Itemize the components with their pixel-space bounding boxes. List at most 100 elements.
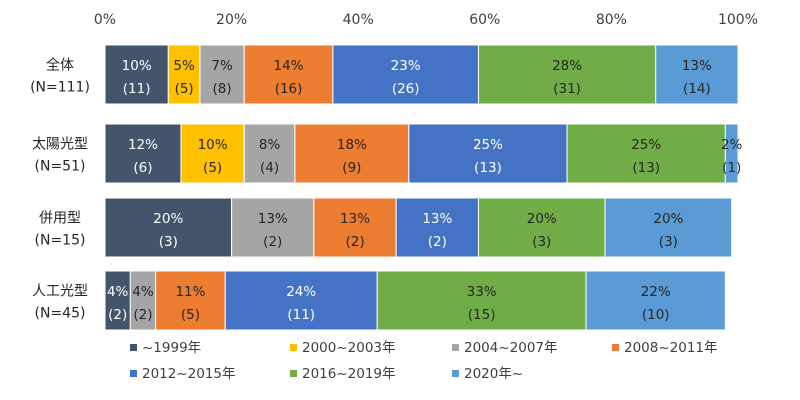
legend-swatch: [290, 344, 297, 351]
data-label-percent: 14%: [274, 58, 304, 74]
data-label-percent: 13%: [340, 211, 370, 227]
data-label-count: (2): [108, 307, 127, 323]
data-label-percent: 24%: [286, 284, 316, 300]
bar-segment: [243, 44, 334, 105]
bar-segment: [477, 44, 657, 105]
bar-segment: [180, 123, 245, 184]
x-tick-label: 40%: [343, 12, 374, 28]
legend-label: 2016~2019年: [302, 366, 396, 382]
data-label-percent: 4%: [132, 284, 154, 300]
legend-swatch: [612, 344, 619, 351]
bar-segment: [313, 197, 397, 258]
data-label-count: (13): [632, 160, 660, 176]
bar-segment: [724, 123, 739, 184]
data-label-count: (5): [175, 81, 194, 97]
data-label-percent: 8%: [259, 137, 281, 153]
data-label-count: (2): [133, 307, 152, 323]
data-label-percent: 2%: [721, 137, 743, 153]
data-label-percent: 18%: [337, 137, 367, 153]
data-label-count: (11): [123, 81, 151, 97]
category-label: 併用型: [39, 211, 81, 227]
legend-label: ~1999年: [142, 340, 201, 356]
data-label-percent: 25%: [473, 137, 503, 153]
data-label-count: (11): [287, 307, 315, 323]
data-label-percent: 20%: [653, 211, 683, 227]
bar-segment: [376, 270, 587, 331]
data-label-count: (2): [263, 234, 282, 250]
data-label-percent: 28%: [552, 58, 582, 74]
data-label-percent: 23%: [391, 58, 421, 74]
x-tick-label: 20%: [216, 12, 247, 28]
data-label-count: (5): [203, 160, 222, 176]
data-label-percent: 10%: [122, 58, 152, 74]
bar-segment: [104, 44, 169, 105]
bar-segments: 10% (11) 5% (5) 7% (8) 14% (16) 23% (26) 28% (31) 13…: [104, 44, 743, 331]
legend-label: 2008~2011年: [624, 340, 718, 356]
data-label-count: (10): [642, 307, 670, 323]
data-label-count: (8): [213, 81, 232, 97]
bar-segment: [224, 270, 378, 331]
data-label-count: (13): [474, 160, 502, 176]
data-label-percent: 5%: [173, 58, 195, 74]
data-label-count: (26): [392, 81, 420, 97]
data-label-count: (5): [181, 307, 200, 323]
legend-label: 2000~2003年: [302, 340, 396, 356]
bar-segment: [155, 270, 226, 331]
data-label-percent: 13%: [682, 58, 712, 74]
data-label-count: (2): [345, 234, 364, 250]
bar-segment: [199, 44, 245, 105]
category-label: (N=51): [35, 159, 86, 175]
data-label-count: (6): [133, 160, 152, 176]
legend-swatch: [452, 344, 459, 351]
x-tick-label: 0%: [94, 12, 116, 28]
data-label-count: (9): [342, 160, 361, 176]
bar-segment: [655, 44, 739, 105]
data-label-count: (1): [722, 160, 741, 176]
data-label-percent: 13%: [258, 211, 288, 227]
legend-swatch: [130, 370, 137, 377]
data-label-percent: 33%: [467, 284, 497, 300]
x-tick-label: 80%: [596, 12, 627, 28]
category-label: (N=15): [35, 233, 86, 249]
data-label-percent: 20%: [153, 211, 183, 227]
legend-label: 2004~2007年: [464, 340, 558, 356]
category-label: 太陽光型: [32, 137, 88, 153]
category-label: 人工光型: [32, 284, 88, 300]
bar-segment: [167, 44, 201, 105]
legend-swatch: [290, 370, 297, 377]
data-label-percent: 22%: [641, 284, 671, 300]
bar-segment: [332, 44, 479, 105]
data-label-count: (3): [159, 234, 178, 250]
category-label: (N=45): [35, 306, 86, 322]
category-labels: 全体 (N=111) 太陽光型 (N=51) 併用型 (N=15) 人工光型 (N=45): [30, 57, 90, 322]
legend-label: 2012~2015年: [142, 366, 236, 382]
data-label-count: (3): [532, 234, 551, 250]
data-label-percent: 4%: [107, 284, 129, 300]
data-label-count: (3): [659, 234, 678, 250]
data-label-percent: 25%: [631, 137, 661, 153]
data-label-percent: 12%: [128, 137, 158, 153]
x-axis-ticks: 0% 20% 40% 60% 80% 100%: [94, 12, 758, 28]
data-label-count: (4): [260, 160, 279, 176]
data-label-count: (15): [468, 307, 496, 323]
data-label-count: (2): [428, 234, 447, 250]
x-tick-label: 100%: [718, 12, 758, 28]
legend-swatch: [130, 344, 137, 351]
data-label-percent: 11%: [175, 284, 205, 300]
data-label-count: (31): [553, 81, 581, 97]
data-label-percent: 10%: [198, 137, 228, 153]
data-label-count: (14): [683, 81, 711, 97]
bar-segment: [566, 123, 726, 184]
legend: ~1999年 2000~2003年 2004~2007年 2008~2011年 2012…: [130, 340, 718, 382]
bar-segment: [604, 197, 733, 258]
category-label: (N=111): [30, 80, 90, 96]
bar-segment: [395, 197, 479, 258]
bar-segment: [104, 123, 182, 184]
bar-segment: [129, 270, 157, 331]
bar-segment: [231, 197, 315, 258]
bar-segment: [408, 123, 568, 184]
x-tick-label: 60%: [469, 12, 500, 28]
category-label: 全体: [46, 57, 74, 74]
bar-segment: [243, 123, 296, 184]
